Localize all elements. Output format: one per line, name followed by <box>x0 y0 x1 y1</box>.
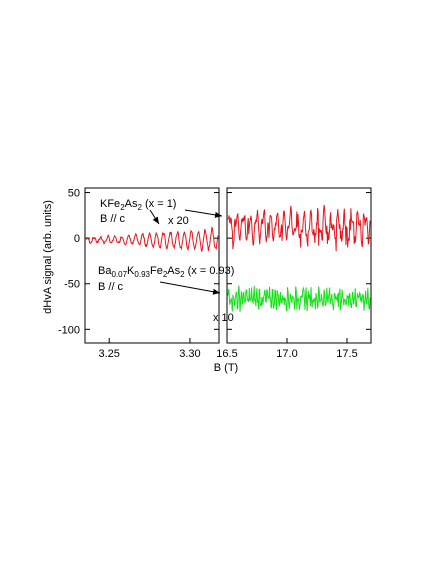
right-frame <box>226 187 372 344</box>
ba-multiplier-label: x 10 <box>213 312 234 324</box>
k-right-arrow <box>184 209 223 218</box>
k-formula-label: KFe2As2 (x = 1) <box>100 198 176 212</box>
k-multiplier-label: x 20 <box>168 215 189 227</box>
y-tick-label: 0 <box>74 233 80 245</box>
series-trace-2 <box>227 285 371 312</box>
ba-formula-label: Ba0.07K0.93Fe2As2 (x = 0.93) <box>98 265 234 279</box>
x-tick-label: 17.0 <box>276 348 297 360</box>
left-panel: 3.25 3.30 50 0 -50 -100 <box>58 187 220 360</box>
y-tick-label: -100 <box>58 324 80 336</box>
x-tick-label: 16.5 <box>216 348 237 360</box>
x-tick-label: 3.30 <box>179 348 200 360</box>
y-axis-label: dHvA signal (arb. units) <box>42 200 54 314</box>
k-left-arrow <box>149 209 160 225</box>
x-axis-label: B (T) <box>214 362 238 374</box>
left-frame <box>84 187 220 344</box>
series-trace-1 <box>227 204 371 252</box>
y-tick-label: 50 <box>68 188 80 200</box>
y-tick-label: -50 <box>64 279 80 291</box>
ba-arrow <box>159 281 221 295</box>
x-tick-label: 3.25 <box>99 348 120 360</box>
right-panel: 16.5 17.0 17.5 <box>216 187 372 360</box>
x-tick-label: 17.5 <box>336 348 357 360</box>
series-trace-0 <box>85 226 219 252</box>
ba-field-label: B // c <box>98 281 124 293</box>
k-field-label: B // c <box>100 213 126 225</box>
